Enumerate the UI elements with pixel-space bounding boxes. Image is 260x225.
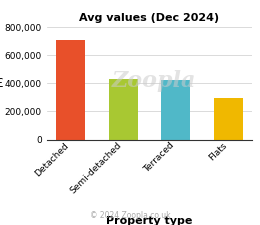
- Text: © 2024 Zoopla.co.uk: © 2024 Zoopla.co.uk: [90, 212, 170, 220]
- Title: Avg values (Dec 2024): Avg values (Dec 2024): [80, 14, 219, 23]
- Bar: [109, 79, 138, 140]
- Text: Property type: Property type: [106, 216, 193, 225]
- Text: Zoopla: Zoopla: [112, 70, 196, 92]
- Bar: [56, 40, 85, 140]
- Bar: [214, 98, 243, 140]
- Y-axis label: £: £: [0, 77, 3, 90]
- Bar: [161, 81, 190, 140]
